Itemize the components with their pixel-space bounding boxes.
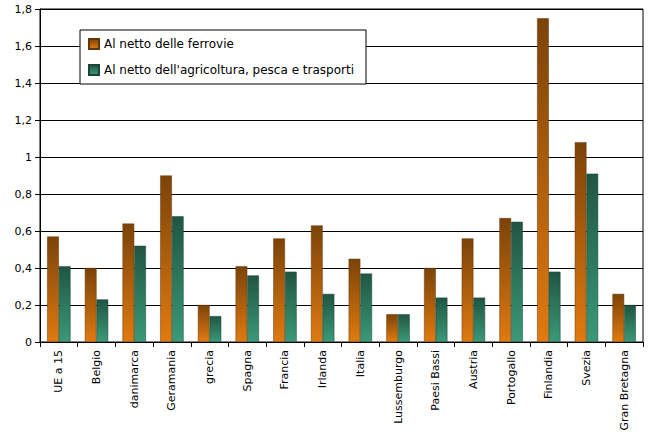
svg-text:UE a 15: UE a 15 xyxy=(52,350,65,393)
svg-text:danimarca: danimarca xyxy=(128,350,141,408)
svg-text:Svezia: Svezia xyxy=(580,350,593,386)
svg-text:0: 0 xyxy=(25,336,32,349)
svg-text:Al netto dell'agricoltura, pes: Al netto dell'agricoltura, pesca e trasp… xyxy=(104,63,354,77)
svg-text:Belgio: Belgio xyxy=(90,350,103,384)
svg-text:1,6: 1,6 xyxy=(15,40,33,53)
svg-text:Austria: Austria xyxy=(467,350,480,389)
svg-text:Lussemburgo: Lussemburgo xyxy=(392,350,405,424)
svg-text:Irlanda: Irlanda xyxy=(316,350,329,388)
svg-text:Geramania: Geramania xyxy=(165,350,178,411)
svg-text:Paesi Bassi: Paesi Bassi xyxy=(429,350,442,411)
svg-text:Al netto delle ferrovie: Al netto delle ferrovie xyxy=(104,37,234,51)
svg-text:Finlandia: Finlandia xyxy=(542,350,555,399)
svg-text:Gran Bretagna: Gran Bretagna xyxy=(618,350,631,431)
svg-text:1: 1 xyxy=(25,151,32,164)
svg-text:0,4: 0,4 xyxy=(15,262,33,275)
svg-text:1,2: 1,2 xyxy=(15,114,33,127)
svg-text:Spagna: Spagna xyxy=(241,350,254,391)
svg-text:0,6: 0,6 xyxy=(15,225,33,238)
svg-text:1,8: 1,8 xyxy=(15,3,33,16)
svg-text:1,4: 1,4 xyxy=(15,77,33,90)
svg-text:Portogallo: Portogallo xyxy=(505,350,518,405)
svg-text:Italia: Italia xyxy=(354,350,367,377)
svg-text:0,2: 0,2 xyxy=(15,299,33,312)
svg-text:grecia: grecia xyxy=(203,350,216,384)
svg-text:Francia: Francia xyxy=(278,350,291,390)
svg-text:0,8: 0,8 xyxy=(15,188,33,201)
